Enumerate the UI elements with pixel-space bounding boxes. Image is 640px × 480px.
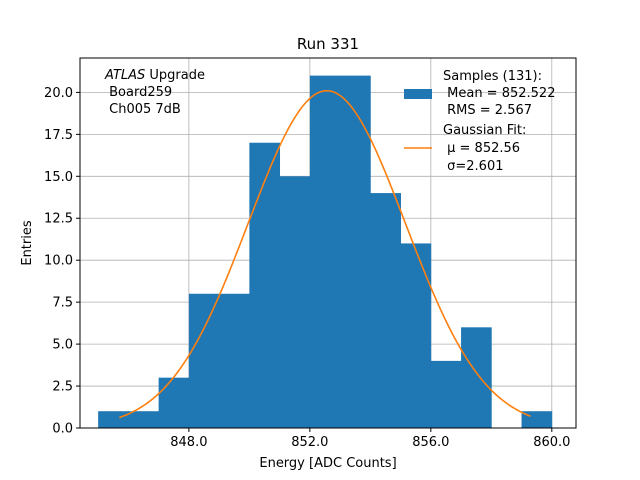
histogram-bars [98,75,553,428]
annotation-line-1: ATLAS Upgrade [104,68,205,83]
histogram-bar [219,293,250,428]
annotation-upgrade: Upgrade [145,68,205,83]
annotation-line-3: Ch005 7dB [105,102,181,117]
y-tick-label: 0.0 [52,422,73,437]
histogram-bar [98,411,129,428]
y-tick-label: 20.0 [44,86,73,101]
legend-samples-patch [404,89,432,99]
histogram-bar [279,176,311,428]
y-tick-label: 15.0 [44,170,73,185]
x-tick-label: 848.0 [170,435,207,450]
histogram-bar [340,75,371,428]
legend-samples-line-3: RMS = 2.567 [443,103,532,118]
histogram-bar [400,243,432,428]
gaussian-fit [119,89,531,419]
histogram-bar [128,411,160,428]
x-axis-ticks: 848.0 852.0 856.0 860.0 [170,428,570,450]
chart-title: Run 331 [297,35,359,53]
histogram-bar [188,293,220,428]
legend-fit-line-2: μ = 852.56 [443,141,520,156]
y-tick-label: 2.5 [52,380,73,395]
histogram-bar [158,377,190,428]
histogram-bar [461,327,492,428]
legend-fit-line-1: Gaussian Fit: [443,123,526,138]
legend-samples-line-1: Samples (131): [443,69,542,84]
y-tick-label: 17.5 [44,128,73,143]
x-tick-label: 852.0 [291,435,328,450]
annotation-line-2: Board259 [105,85,172,100]
legend-fit-line-3: σ=2.601 [443,159,503,174]
y-tick-label: 12.5 [44,212,73,227]
annotation-box: ATLAS Upgrade Board259 Ch005 7dB [104,68,205,117]
y-tick-label: 7.5 [52,296,73,311]
histogram-bar [370,193,401,428]
y-tick-label: 10.0 [44,254,73,269]
histogram-bar [249,142,281,428]
plot-frame [79,57,577,429]
y-axis-ticks: 0.0 2.5 5.0 7.5 10.0 12.5 15.0 17.5 20.0 [44,86,80,437]
legend: Samples (131): Mean = 852.522 RMS = 2.56… [404,69,555,174]
x-tick-label: 856.0 [412,435,449,450]
histogram-bar [309,75,341,428]
y-tick-label: 5.0 [52,338,73,353]
y-axis-label: Entries [20,220,35,266]
annotation-atlas: ATLAS [104,68,145,83]
gaussian-fit-curve [119,89,531,419]
x-tick-label: 860.0 [533,435,570,450]
legend-samples-line-2: Mean = 852.522 [443,86,555,101]
histogram-bar [430,360,462,428]
x-axis-label: Energy [ADC Counts] [259,456,396,471]
